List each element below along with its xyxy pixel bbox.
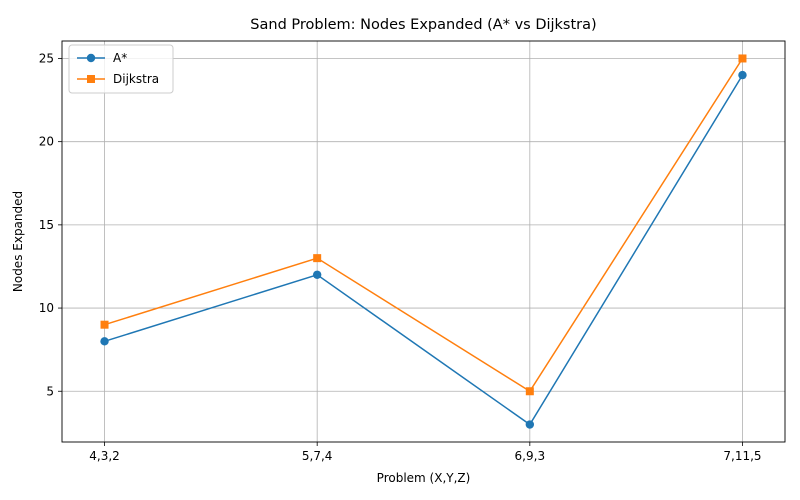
chart-title: Sand Problem: Nodes Expanded (A* vs Dijk… bbox=[250, 17, 596, 33]
axes: 4,3,2 5,7,4 6,9,3 7,11,5 5 10 15 20 25 bbox=[39, 51, 762, 463]
x-axis-title: Problem (X,Y,Z) bbox=[377, 471, 471, 485]
series-astar bbox=[100, 70, 747, 429]
legend-entry: Dijkstra bbox=[77, 72, 159, 86]
grid-lines bbox=[62, 41, 785, 442]
series-dijkstra bbox=[100, 54, 747, 396]
y-tick-label: 15 bbox=[39, 218, 54, 232]
legend-label: Dijkstra bbox=[113, 72, 159, 86]
legend-entry: A* bbox=[77, 51, 127, 65]
y-tick-label: 10 bbox=[39, 301, 54, 315]
data-point-marker bbox=[312, 270, 322, 279]
legend-marker bbox=[86, 53, 96, 63]
y-tick-label: 5 bbox=[46, 384, 54, 398]
y-axis-title: Nodes Expanded bbox=[11, 191, 25, 292]
x-tick-label: 7,11,5 bbox=[723, 449, 761, 463]
data-point-marker bbox=[525, 420, 535, 429]
plot-frame bbox=[61, 40, 786, 443]
y-tick-label: 25 bbox=[39, 51, 54, 65]
x-tick-label: 5,7,4 bbox=[302, 449, 333, 463]
legend-label: A* bbox=[113, 51, 127, 65]
legend: A* Dijkstra bbox=[68, 44, 174, 94]
data-point-marker bbox=[738, 54, 747, 63]
data-point-marker bbox=[100, 337, 109, 346]
series-line bbox=[104, 74, 744, 426]
data-point-marker bbox=[100, 320, 109, 329]
legend-marker bbox=[87, 75, 95, 83]
data-point-marker bbox=[738, 70, 747, 80]
y-tick-label: 20 bbox=[39, 135, 54, 149]
series-line bbox=[104, 58, 744, 393]
data-point-marker bbox=[313, 254, 322, 263]
data-point-marker bbox=[525, 387, 534, 396]
x-tick-label: 6,9,3 bbox=[515, 449, 546, 463]
series-layer bbox=[100, 54, 747, 429]
x-tick-label: 4,3,2 bbox=[89, 449, 120, 463]
